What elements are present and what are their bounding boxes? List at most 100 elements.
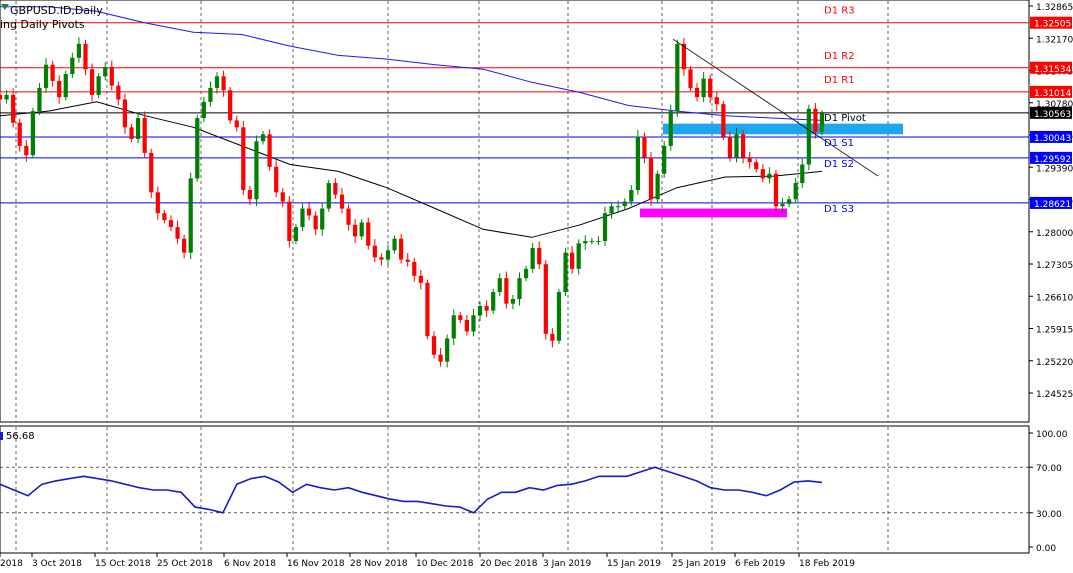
candle-body [405, 259, 410, 262]
candle-body [30, 111, 35, 156]
candle-body [701, 78, 706, 98]
candle-body [688, 69, 693, 88]
candle-body [754, 162, 759, 170]
pivot-price-label: 1.30563 [1034, 110, 1071, 120]
pivot-level-label: D1 S1 [824, 138, 854, 149]
x-tick-label: 18 Feb 2019 [799, 559, 855, 569]
candle [372, 239, 377, 263]
candle [556, 288, 562, 345]
candle [254, 135, 259, 206]
candle-body [431, 336, 437, 355]
candle [438, 348, 443, 367]
candle [366, 217, 371, 250]
candle [96, 73, 101, 99]
candle [17, 118, 22, 152]
y-tick-label: 1.26610 [1036, 293, 1073, 303]
candle-body [333, 183, 338, 195]
candle-body [109, 67, 114, 86]
candle [129, 124, 134, 143]
candle-body [326, 183, 331, 209]
x-tick-label: 10 Dec 2018 [416, 559, 474, 569]
pivot-price-tag [1030, 196, 1072, 209]
candle [234, 115, 239, 132]
candle [379, 253, 384, 266]
rsi-label-marker [0, 432, 3, 440]
candle [655, 170, 660, 203]
candle-body [523, 268, 529, 279]
candle-body [530, 247, 535, 269]
x-tick-label: 2018 [0, 559, 23, 569]
price-zones [640, 123, 903, 218]
candle-body [234, 120, 239, 128]
candle [681, 38, 687, 76]
x-tick-label: 15 Oct 2018 [95, 559, 151, 569]
candle [385, 244, 391, 267]
candle-body [793, 183, 798, 200]
pivot-level-label: D1 R1 [824, 75, 855, 86]
candle-body [550, 333, 555, 341]
candle-body [260, 134, 266, 142]
candle-body [352, 224, 358, 237]
y-tick-label: 1.29390 [1036, 164, 1073, 174]
candle [4, 89, 9, 104]
price-panel[interactable] [0, 0, 1030, 423]
candle [662, 140, 667, 178]
x-tick-label: 6 Nov 2018 [224, 559, 276, 569]
candle-body [280, 192, 285, 202]
candle [596, 236, 601, 246]
candle [247, 185, 252, 206]
rsi-layer: 100.00 70.00 30.00 0.00 [0, 430, 1068, 554]
candle [602, 206, 608, 246]
candle [445, 334, 450, 368]
candle [116, 81, 121, 106]
candle-body [359, 222, 364, 237]
candle [734, 127, 739, 163]
candle [510, 294, 516, 310]
candle [806, 104, 811, 171]
trendline-layer[interactable] [672, 38, 879, 177]
candle-body [721, 104, 726, 137]
time-axis: 2018 3 Oct 2018 15 Oct 2018 25 Oct 2018 6 No… [0, 553, 855, 569]
candle [609, 202, 614, 219]
candle-body [681, 43, 687, 70]
candle [550, 328, 555, 348]
candle-body [142, 118, 147, 153]
candle-body [800, 164, 805, 184]
candle-body [306, 208, 312, 216]
candle-body [195, 118, 200, 179]
candle-body [0, 94, 3, 100]
candle-body [438, 354, 443, 362]
candle [563, 247, 568, 297]
x-tick-label: 25 Jan 2019 [672, 559, 726, 569]
pivot-labels: D1 R3 D1 R2 D1 R1 D1 Pivot D1 S1 D1 S2 D1 S3 [824, 6, 866, 215]
candle [635, 130, 640, 195]
candle-body [451, 315, 456, 339]
candle [800, 157, 805, 188]
candle-body [129, 127, 134, 139]
candle-body [50, 64, 55, 81]
candle-body [675, 43, 680, 112]
candle [642, 132, 647, 164]
y-tick-label: 1.25915 [1036, 326, 1073, 336]
pivot-price-tag [1030, 106, 1072, 119]
rsi-panel[interactable] [0, 425, 1030, 554]
candle-body [576, 243, 581, 269]
candle [405, 253, 410, 267]
candle-body [458, 315, 463, 320]
candle-body [477, 305, 483, 316]
candle [195, 114, 200, 182]
candle-body [740, 134, 746, 158]
trendline[interactable] [672, 38, 879, 177]
candle-body [648, 157, 654, 200]
candle [583, 235, 588, 250]
candle [142, 111, 147, 158]
candle [701, 72, 706, 103]
x-tick-label: 28 Nov 2018 [350, 559, 408, 569]
pivot-price-tag [1030, 16, 1072, 29]
candle-body [570, 252, 575, 269]
candle-body [339, 194, 345, 209]
candle-body [622, 201, 627, 207]
y-tick-label: 1.25220 [1036, 358, 1073, 368]
candle [504, 271, 509, 309]
